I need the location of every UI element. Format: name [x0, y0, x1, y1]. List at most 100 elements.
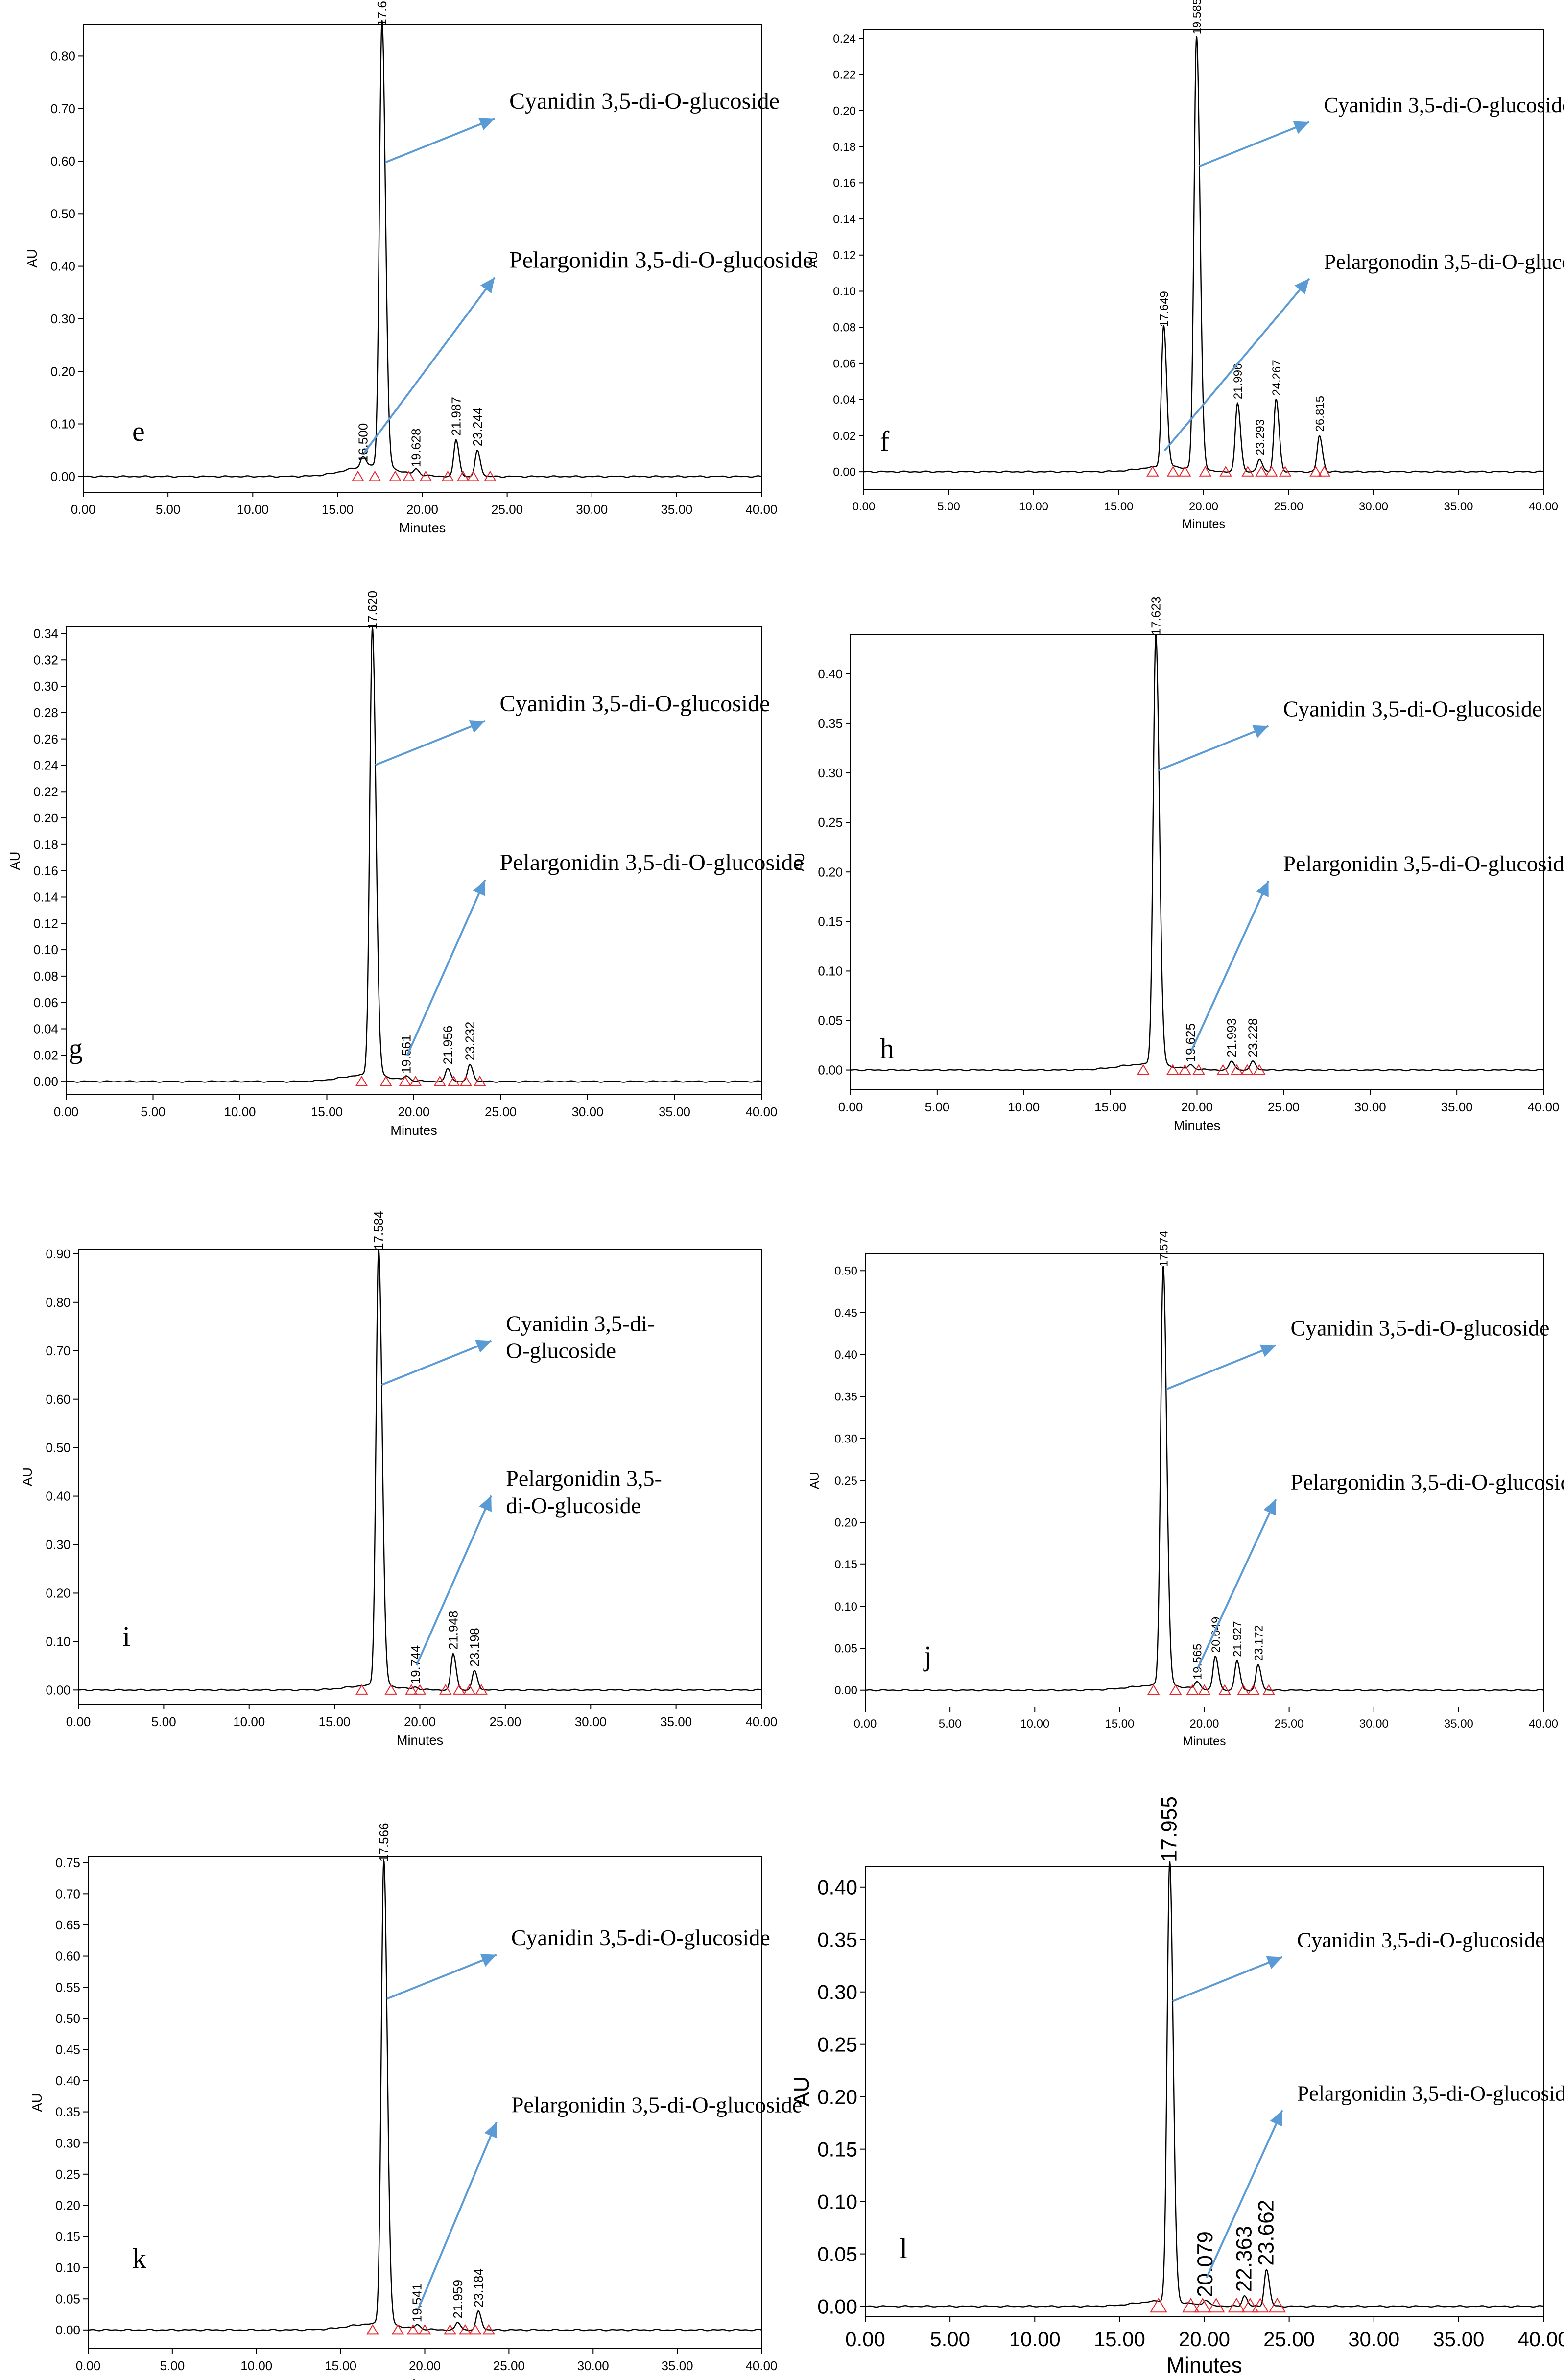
pelargonidin-annotation: Pelargonidin 3,5-di-O-glucoside	[509, 247, 813, 273]
chart-svg-f: 0.00 5.00 10.00 15.00 20.00 25.00 30.00 35.00 40…	[806, 0, 1564, 531]
chart-svg-j: 0.00 5.00 10.00 15.00 20.00 25.00 30.00 35.00 40…	[808, 1231, 1564, 1748]
pelargonidin-annotation-line2: di-O-glucoside	[506, 1493, 641, 1518]
peak-label: 21.987	[449, 397, 463, 436]
x-axis-label: Minutes	[397, 1732, 444, 1748]
integration-marker	[406, 2324, 420, 2335]
panel-letter: k	[132, 2242, 146, 2274]
y-tick-label: 0.10	[834, 1600, 857, 1613]
chart-svg-g: 0.00 5.00 10.00 15.00 20.00 25.00 30.00 35.00 40…	[7, 591, 804, 1138]
peak-label: 23.293	[1254, 419, 1267, 455]
y-tick-label: 0.08	[833, 321, 856, 335]
chromatogram-panel-l: 0.00 5.00 10.00 15.00 20.00 25.00 30.00 35.00 40…	[782, 1796, 1564, 2380]
y-tick-label: 0.35	[817, 1928, 857, 1951]
peak-label: 17.574	[1157, 1231, 1170, 1267]
cyanidin-arrow	[386, 1954, 497, 2000]
cyanidin-arrow	[1172, 1956, 1283, 2002]
x-tick-label: 40.00	[745, 1714, 777, 1729]
chromatogram-trace	[88, 1858, 761, 2332]
integration-marker	[474, 1076, 486, 1086]
x-tick-label: 20.00	[404, 1714, 436, 1729]
integration-marker	[463, 1684, 476, 1695]
y-tick-label: 0.02	[833, 430, 856, 443]
pelargonidin-arrow	[363, 277, 496, 454]
pelargonidin-arrow	[1190, 880, 1270, 1051]
chart-svg-k: 0.00 5.00 10.00 15.00 20.00 25.00 30.00 35.00 40…	[29, 1823, 802, 2380]
y-tick-label: 0.30	[817, 1980, 857, 2003]
x-tick-label: 40.00	[1517, 2328, 1564, 2351]
peak-label: 23.172	[1252, 1625, 1265, 1661]
integration-marker	[1265, 466, 1278, 477]
integration-marker	[475, 1684, 488, 1695]
y-tick-label: 0.26	[33, 732, 58, 746]
peak-label: 19.541	[410, 2284, 425, 2323]
x-tick-label: 25.00	[1274, 500, 1303, 513]
pelargonidin-annotation: Pelargonidin 3,5-di-O-glucoside	[500, 850, 804, 876]
cyanidin-annotation: Cyanidin 3,5-di-O-glucoside	[500, 691, 770, 717]
peak-label: 22.363	[1232, 2226, 1256, 2292]
x-tick-label: 5.00	[141, 1105, 166, 1119]
pelargonidin-arrow	[417, 2121, 498, 2310]
peak-label: 23.244	[470, 408, 485, 447]
integration-marker	[1146, 466, 1159, 477]
x-tick-label: 25.00	[491, 502, 523, 517]
cyanidin-annotation: Cyanidin 3,5-di-	[506, 1311, 655, 1336]
integration-marker	[1231, 1064, 1243, 1075]
chart-svg-i: 0.00 5.00 10.00 15.00 20.00 25.00 30.00 35.00 40…	[20, 1211, 778, 1748]
peak-label: 20.649	[1209, 1617, 1223, 1653]
peak-label: 23.662	[1254, 2200, 1278, 2266]
arrow-head	[1266, 1956, 1282, 1969]
peak-label: 24.267	[1270, 360, 1283, 395]
y-tick-label: 0.00	[50, 469, 75, 484]
pelargonidin-annotation: Pelargonodin 3,5-di-O-glucoside	[1324, 250, 1564, 274]
x-tick-label: 20.00	[1189, 1717, 1219, 1731]
y-tick-label: 0.40	[834, 1348, 857, 1362]
x-tick-label: 25.00	[493, 2358, 525, 2373]
y-tick-label: 0.15	[817, 2138, 857, 2161]
peak-label: 19.585	[1191, 0, 1204, 34]
x-tick-label: 0.00	[838, 1100, 863, 1114]
y-tick-label: 0.22	[33, 784, 58, 799]
x-tick-label: 15.00	[311, 1105, 343, 1119]
x-tick-label: 20.00	[1181, 1100, 1213, 1114]
y-tick-label: 0.00	[817, 2295, 857, 2318]
x-tick-label: 15.00	[322, 502, 354, 517]
chromatogram-panel-e: 0.00 5.00 10.00 15.00 20.00 25.00 30.00 35.00 40…	[0, 0, 813, 578]
x-axis-label: Minutes	[390, 1123, 437, 1138]
x-tick-label: 5.00	[156, 502, 181, 517]
integration-marker	[1228, 2298, 1246, 2313]
chromatogram-trace	[66, 627, 761, 1083]
integration-marker	[1309, 466, 1322, 477]
y-tick-label: 0.50	[50, 206, 75, 221]
y-tick-label: 0.25	[817, 2033, 857, 2056]
arrow-head	[484, 2122, 498, 2139]
x-tick-label: 25.00	[1268, 1100, 1300, 1114]
y-tick-label: 0.00	[33, 1074, 58, 1089]
cyanidin-annotation: Cyanidin 3,5-di-O-glucoside	[1283, 696, 1542, 721]
peak-label: 17.955	[1158, 1796, 1182, 1862]
pelargonidin-annotation: Pelargonidin 3,5-	[506, 1466, 662, 1491]
x-tick-label: 30.00	[576, 502, 608, 517]
peak-label: 21.993	[1224, 1018, 1239, 1058]
peak-label: 17.623	[1148, 597, 1163, 636]
y-tick-label: 0.22	[833, 69, 856, 82]
integration-marker	[1241, 1064, 1254, 1075]
x-axis-label: Minutes	[1174, 1118, 1221, 1133]
x-tick-label: 40.00	[1527, 1100, 1559, 1114]
x-tick-label: 30.00	[1359, 1717, 1389, 1731]
y-axis-label: AU	[20, 1467, 35, 1486]
arrow-head	[469, 720, 485, 733]
chart-svg-l: 0.00 5.00 10.00 15.00 20.00 25.00 30.00 35.00 40…	[790, 1796, 1564, 2378]
integration-marker	[469, 2324, 482, 2335]
chromatogram-panel-f: 0.00 5.00 10.00 15.00 20.00 25.00 30.00 35.00 40…	[782, 0, 1564, 578]
y-tick-label: 0.75	[55, 1855, 80, 1870]
y-tick-label: 0.12	[833, 249, 856, 262]
arrow-head	[480, 277, 495, 294]
cyanidin-arrow	[375, 720, 486, 766]
chart-svg-e: 0.00 5.00 10.00 15.00 20.00 25.00 30.00 35.00 40…	[24, 0, 813, 535]
integration-marker	[419, 470, 432, 481]
chromatogram-panel-g: 0.00 5.00 10.00 15.00 20.00 25.00 30.00 35.00 40…	[0, 588, 804, 1166]
y-axis-label: AU	[806, 251, 820, 268]
y-tick-label: 0.30	[818, 766, 843, 780]
peak-label: 16.500	[355, 423, 370, 462]
